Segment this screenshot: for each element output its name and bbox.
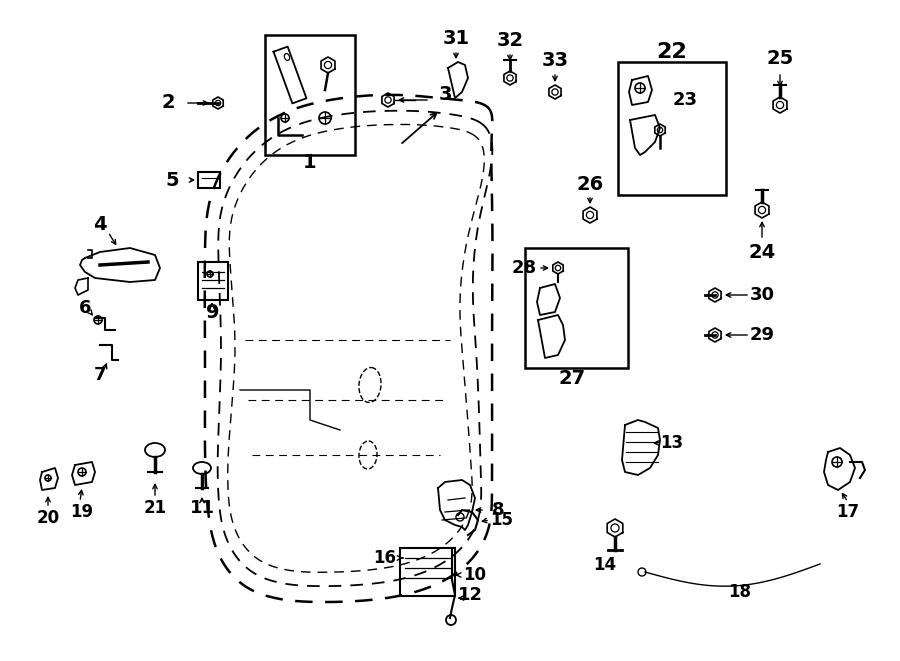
Bar [525, 248, 628, 368]
Text: 13: 13 [661, 434, 684, 452]
Text: 15: 15 [491, 511, 514, 529]
Bar [400, 548, 455, 596]
Text: 11: 11 [190, 499, 214, 517]
Text: 23: 23 [672, 91, 698, 109]
Text: 22: 22 [657, 42, 688, 62]
Text: 20: 20 [36, 509, 59, 527]
Text: 12: 12 [457, 586, 482, 604]
Text: 26: 26 [576, 176, 604, 194]
Text: 28: 28 [511, 259, 536, 277]
Text: 32: 32 [497, 30, 524, 50]
Text: 10: 10 [464, 566, 487, 584]
Text: 31: 31 [443, 28, 470, 48]
Bar [265, 35, 355, 155]
Text: 9: 9 [206, 303, 220, 321]
Text: 21: 21 [143, 499, 166, 517]
Bar [198, 172, 220, 188]
Text: 19: 19 [70, 503, 94, 521]
Text: 25: 25 [767, 48, 794, 67]
Text: 5: 5 [166, 171, 179, 190]
Text: 6: 6 [79, 299, 91, 317]
Text: 7: 7 [94, 366, 106, 384]
Text: 24: 24 [749, 243, 776, 262]
Text: 2: 2 [161, 93, 175, 112]
Text: 16: 16 [374, 549, 397, 567]
Text: 29: 29 [750, 326, 775, 344]
Text: 17: 17 [836, 503, 860, 521]
Text: 1: 1 [303, 153, 317, 171]
Bar [198, 262, 228, 300]
Text: 14: 14 [593, 556, 616, 574]
Text: 18: 18 [728, 583, 752, 601]
Text: 30: 30 [750, 286, 775, 304]
Text: 3: 3 [438, 85, 452, 104]
Text: 27: 27 [558, 368, 586, 387]
Text: 33: 33 [542, 50, 569, 69]
Text: 8: 8 [491, 501, 504, 519]
Bar [618, 62, 726, 195]
Text: 4: 4 [94, 215, 107, 235]
